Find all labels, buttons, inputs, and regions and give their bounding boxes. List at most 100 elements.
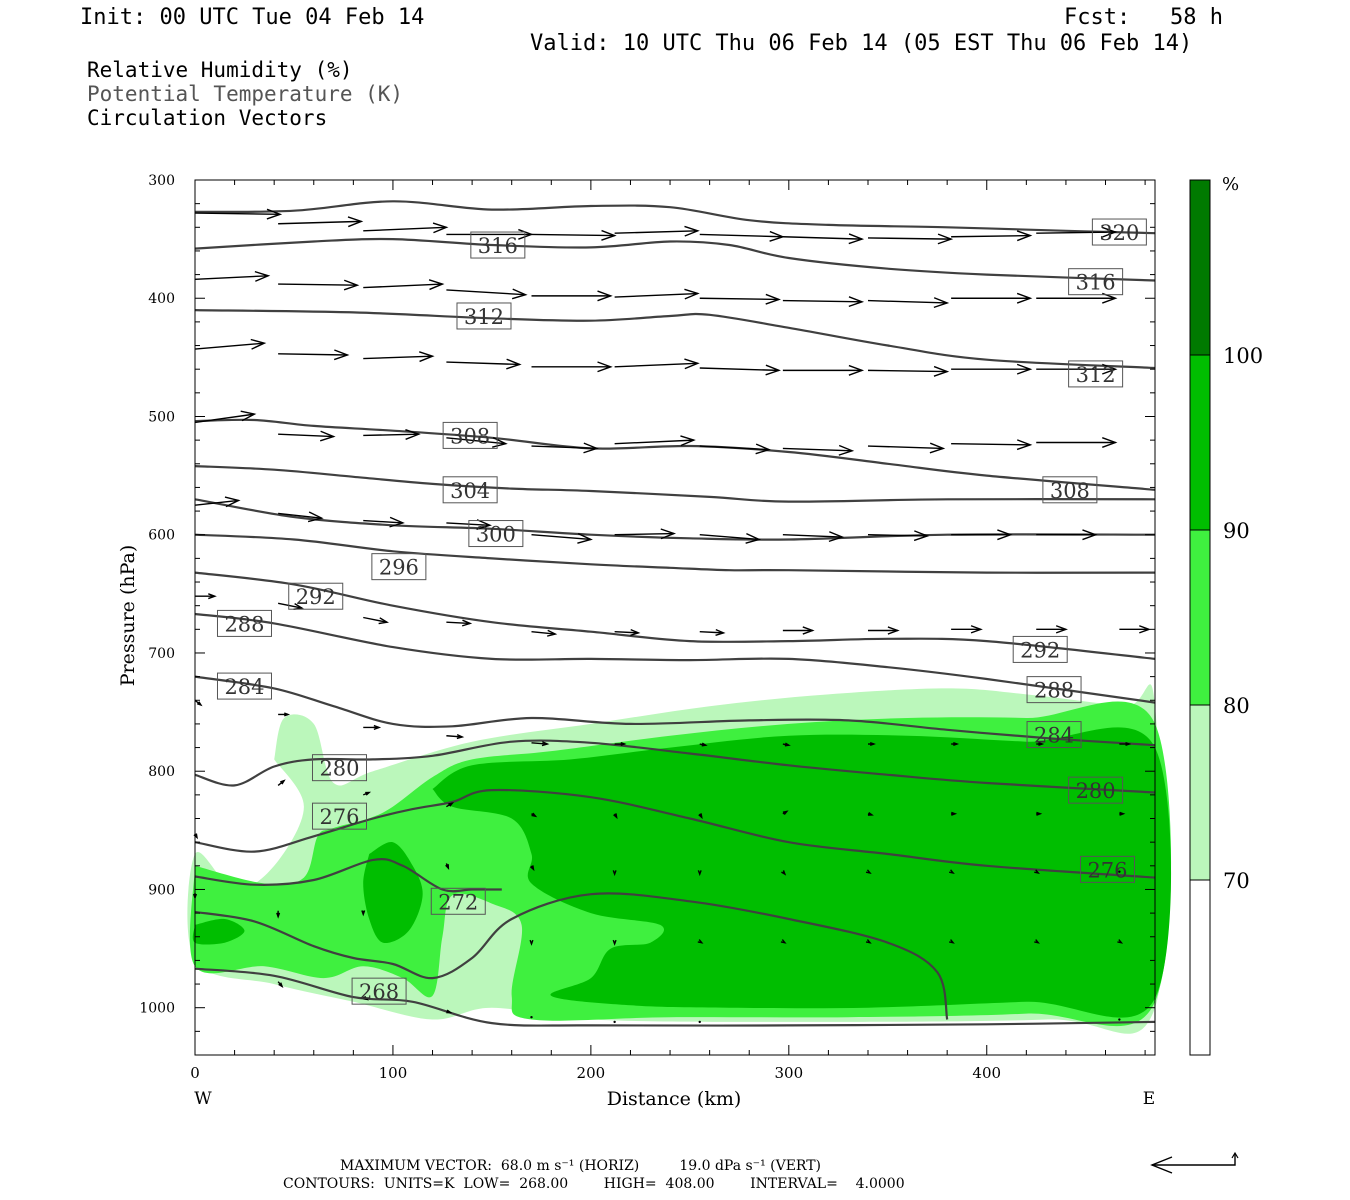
vector-head [715,628,726,637]
vector-head [698,813,703,820]
theta-label: 288 [1026,676,1082,704]
vector-shaft [782,447,853,452]
vector-arrow [1036,529,1098,541]
vector-arrow [781,870,787,876]
theta-label: 268 [351,977,407,1005]
theta-contour-320 [194,200,1156,235]
vector-shaft [699,630,724,634]
x-axis-label: Distance (km) [607,1088,742,1110]
circulation-vectors [192,208,1152,1024]
vector-shaft [614,532,675,536]
vector-arrow [531,442,599,454]
vector-arrow [782,531,845,543]
vector-head [373,724,382,731]
y-tick-label: 400 [148,291,175,307]
x-tick-label: 400 [972,1064,1001,1082]
vector-head [405,429,421,440]
theta-label: 312 [456,302,512,330]
vector-head [597,361,613,373]
vector-arrow [445,863,450,871]
vector-arrow [612,939,617,946]
vector-arrow [531,629,558,637]
theta-contour-272 [194,892,949,1020]
vector-shaft [194,413,255,424]
theta-label-text: 308 [450,424,490,448]
theta-contour-292 [194,571,1156,660]
vector-head [697,870,702,877]
vector-head [389,516,405,528]
vector-head [1038,741,1045,747]
vector-head [684,288,700,300]
vector-arrow [782,742,791,747]
vector-head [597,290,613,302]
colorbar-swatch [1190,880,1210,1055]
vector-head [445,864,450,871]
theta-contours [194,200,1156,1027]
vector-shaft [278,283,358,286]
theta-contour-308 [194,418,1156,491]
vector-shaft [194,212,281,215]
vector-head [1016,363,1033,375]
vector-head [365,791,372,796]
vector-arrow [1118,870,1121,873]
vector-shaft [278,512,322,519]
vector-arrow [1034,939,1040,944]
vector-arrow [1118,1018,1121,1021]
reference-vector [1150,1151,1239,1174]
theta-label: 300 [468,520,524,548]
theta-label-text: 284 [224,675,264,699]
theta-label: 312 [1068,360,1124,388]
vector-arrow [278,349,350,361]
ref-vector-head [1150,1156,1173,1174]
vector-head [802,626,815,635]
vector-arrow [194,338,267,350]
theta-label: 288 [216,609,272,637]
vector-shaft [782,534,843,538]
vector-head [620,741,627,747]
vector-shaft [614,292,698,298]
theta-label-box [1042,476,1098,504]
vector-arrow [1036,811,1043,816]
vector-head [531,812,538,818]
vector-head [448,802,455,807]
vector-arrow [782,364,865,376]
theta-label-box [216,609,272,637]
vector-arrow [697,870,702,877]
vector-arrow [363,516,405,528]
vector-head [869,741,876,747]
y-tick-label: 700 [148,646,175,662]
vector-arrow [867,233,954,245]
vector-arrow [699,532,762,544]
vector-head [913,530,930,542]
vector-head [1101,226,1118,238]
vector-arrow [1117,939,1124,944]
vector-arrow [867,297,950,309]
theta-label-box [288,582,344,610]
vector-arrow [867,530,930,542]
colorbar-unit: % [1222,174,1239,195]
x-tick-label: 300 [774,1064,803,1082]
theta-label-text: 276 [1087,858,1127,882]
theta-label-text: 276 [319,805,359,829]
theta-contour-276 [194,858,502,893]
vector-shaft [363,519,403,524]
theta-label-text: 288 [224,612,264,636]
vector-shaft [446,522,490,526]
theta-label-text: 304 [450,479,490,503]
vector-shaft [363,283,443,289]
vector-head [612,939,617,946]
theta-label: 280 [311,754,367,782]
vector-arrow [1036,226,1118,238]
y-tick-label: 900 [148,882,175,898]
vector-shaft [531,445,597,450]
vector-head [784,742,791,747]
vector-arrow [951,439,1033,451]
vector-dot [698,1020,701,1024]
theta-label: 276 [1079,855,1135,883]
vector-arrow [194,699,203,707]
vector-head [1102,363,1118,375]
vector-arrow [446,802,455,808]
vector-arrow [780,939,787,944]
vector-head [307,511,324,523]
vector-head [745,532,762,544]
